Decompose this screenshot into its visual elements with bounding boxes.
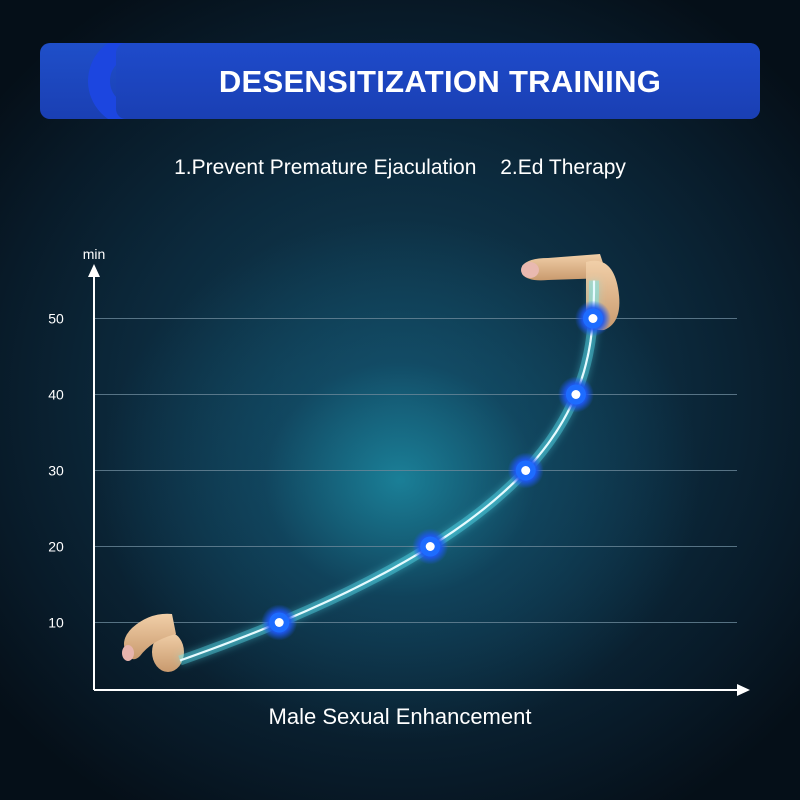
banner-panel [116, 43, 760, 119]
y-tick-label-50: 50 [48, 311, 64, 327]
flaccid-figure [122, 613, 184, 672]
x-axis-label: Male Sexual Enhancement [268, 704, 532, 729]
subtitle-item-2: 2.Ed Therapy [500, 156, 626, 179]
data-point-30 [507, 452, 544, 489]
title-banner: DESENSITIZATION TRAINING [40, 43, 760, 119]
y-tick-label-30: 30 [48, 463, 64, 479]
axes: min [83, 246, 750, 696]
data-point-10 [261, 604, 298, 641]
subtitle-item-1: 1.Prevent Premature Ejaculation [174, 156, 477, 179]
y-tick-label-20: 20 [48, 539, 64, 555]
y-axis-arrow [88, 264, 100, 277]
y-axis-label: min [83, 246, 106, 262]
y-tick-label-10: 10 [48, 615, 64, 631]
grid-lines [94, 318, 737, 623]
page-title: DESENSITIZATION TRAINING [218, 64, 662, 99]
y-tick-label-40: 40 [48, 387, 64, 403]
data-point-50 [574, 300, 611, 337]
x-axis-arrow [737, 684, 750, 696]
subtitle: 1.Prevent Premature Ejaculation 2.Ed The… [0, 156, 800, 180]
data-points [261, 300, 611, 641]
y-tick-labels: 10 20 30 40 50 [48, 311, 64, 631]
data-point-20 [412, 528, 449, 565]
data-point-40 [557, 376, 594, 413]
